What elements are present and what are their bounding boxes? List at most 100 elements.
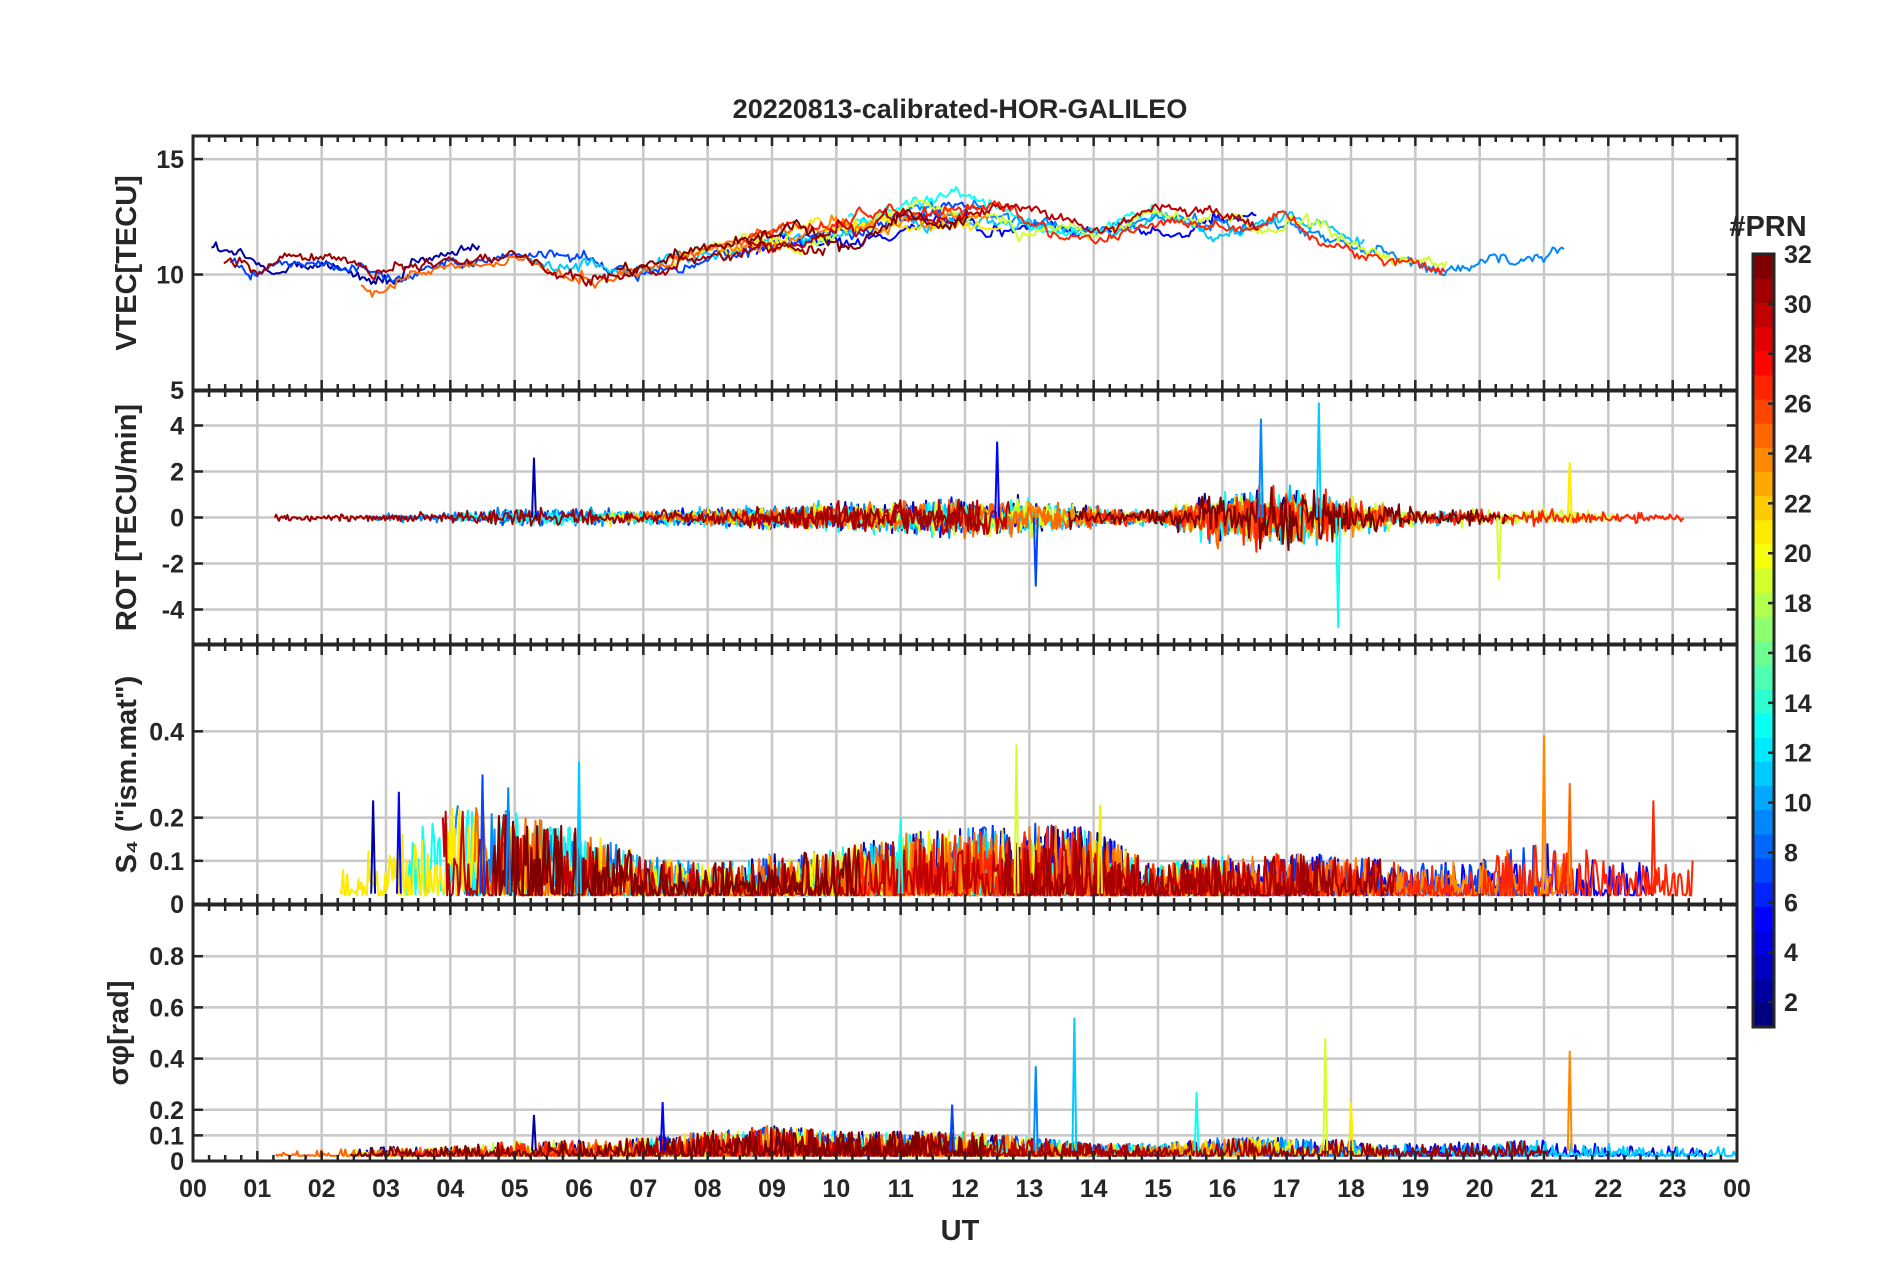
x-tick-label: 05 — [501, 1175, 529, 1203]
spike — [994, 441, 1001, 518]
colorbar-segment — [1753, 664, 1774, 690]
x-tick-label: 22 — [1594, 1175, 1622, 1203]
colorbar-segment — [1753, 519, 1774, 545]
series-prn-33 — [350, 1126, 983, 1157]
colorbar-tick-label: 4 — [1784, 939, 1798, 967]
x-tick-label: 10 — [822, 1175, 850, 1203]
spike — [1335, 517, 1342, 628]
colorbar-segment — [1753, 688, 1774, 714]
colorbar-segment — [1753, 616, 1774, 642]
colorbar-tick-label: 12 — [1784, 740, 1812, 768]
x-tick-label: 08 — [694, 1175, 722, 1203]
colorbar-segment — [1753, 712, 1774, 738]
y-tick-label: 0 — [170, 1148, 184, 1176]
panel-1: 5 10 15 VTEC[TECU] — [111, 134, 1739, 405]
series-prn-31 — [223, 240, 826, 287]
x-tick-label: 00 — [1723, 1175, 1751, 1203]
colorbar-segment — [1753, 785, 1774, 811]
x-tick-label: 00 — [179, 1175, 207, 1203]
colorbar-segment — [1753, 471, 1774, 497]
x-tick-label: 15 — [1144, 1175, 1172, 1203]
series-prn-27 — [859, 827, 1694, 897]
y-axis-label: S₄ ("ism.mat") — [111, 676, 143, 874]
x-tick-label: 09 — [758, 1175, 786, 1203]
colorbar-segment — [1753, 326, 1774, 352]
colorbar-segment — [1753, 930, 1774, 956]
y-tick-label: 0 — [170, 891, 184, 919]
spike — [531, 1114, 537, 1151]
colorbar-segment — [1753, 978, 1774, 1004]
spike — [1566, 462, 1573, 518]
colorbar-segment — [1753, 882, 1774, 907]
colorbar-tick-label: 24 — [1784, 440, 1812, 468]
spike — [1258, 418, 1264, 518]
series-prn-9 — [901, 199, 1565, 277]
x-tick-label: 18 — [1337, 1175, 1365, 1203]
colorbar-segment — [1753, 398, 1774, 424]
series-prn-31 — [1002, 833, 1397, 897]
x-tick-label: 17 — [1273, 1175, 1301, 1203]
y-tick-label: 5 — [170, 377, 184, 405]
colorbar-segment — [1753, 833, 1774, 859]
spike — [1541, 735, 1547, 894]
spike — [1348, 1102, 1354, 1151]
spike — [370, 800, 377, 894]
series-prn-11 — [525, 210, 1365, 277]
panel-1-traces — [211, 186, 1565, 298]
spike — [1322, 1038, 1329, 1151]
spike — [1193, 1091, 1200, 1151]
spike — [1013, 744, 1020, 894]
series-prn-19 — [671, 199, 1448, 268]
spike — [1315, 402, 1322, 518]
spike — [1566, 1050, 1573, 1151]
spike — [576, 761, 582, 894]
series-prn-30 — [740, 498, 1011, 536]
colorbar-segment — [1753, 640, 1774, 666]
spike — [1032, 517, 1039, 587]
spike — [1496, 517, 1502, 580]
panel-4: 00.10.2 0.4 0.6 0.8 σφ[rad] — [103, 903, 1739, 1176]
y-axis-label: VTEC[TECU] — [111, 175, 143, 351]
spike — [1566, 783, 1573, 894]
colorbar-segment — [1753, 302, 1774, 328]
colorbar-segment — [1753, 350, 1774, 376]
y-tick-label: 0.2 — [149, 1097, 184, 1125]
spike — [479, 774, 486, 894]
colorbar-segment — [1753, 906, 1774, 931]
y-tick-label: 0.1 — [149, 848, 184, 876]
colorbar-segment — [1753, 954, 1774, 980]
colorbar-segment — [1753, 1002, 1774, 1028]
y-axis-label: σφ[rad] — [103, 980, 135, 1085]
colorbar-tick-label: 26 — [1784, 391, 1812, 419]
x-tick-label: 16 — [1208, 1175, 1236, 1203]
x-axis-label: UT — [941, 1215, 980, 1247]
series-prn-7 — [229, 201, 981, 283]
series-prn-31 — [804, 1128, 1549, 1157]
y-tick-label: 0.4 — [149, 1046, 184, 1074]
colorbar-tick-label: 2 — [1784, 989, 1798, 1017]
x-tick-label: 11 — [887, 1175, 914, 1203]
x-tick-label: 19 — [1401, 1175, 1429, 1203]
x-tick-label: 23 — [1659, 1175, 1687, 1203]
series-prn-27 — [739, 200, 1446, 276]
spike — [395, 791, 402, 894]
spike — [659, 1102, 666, 1151]
colorbar-tick-label: 8 — [1784, 839, 1798, 867]
colorbar-title: #PRN — [1729, 211, 1806, 243]
series-prn-31 — [273, 499, 981, 535]
panel-2-traces — [273, 402, 1685, 628]
series-prn-33 — [492, 810, 861, 897]
y-tick-label: 0.6 — [149, 994, 184, 1022]
chart-title: 20220813-calibrated-HOR-GALILEO — [733, 94, 1188, 124]
spike — [1071, 1017, 1078, 1151]
colorbar-segment — [1753, 495, 1774, 521]
colorbar-segment — [1753, 592, 1774, 617]
x-tick-label: 14 — [1080, 1175, 1108, 1203]
x-tick-label: 04 — [436, 1175, 464, 1203]
panel-3-traces — [339, 735, 1694, 897]
colorbar-segment — [1753, 254, 1774, 279]
series-prn-33 — [616, 208, 969, 277]
